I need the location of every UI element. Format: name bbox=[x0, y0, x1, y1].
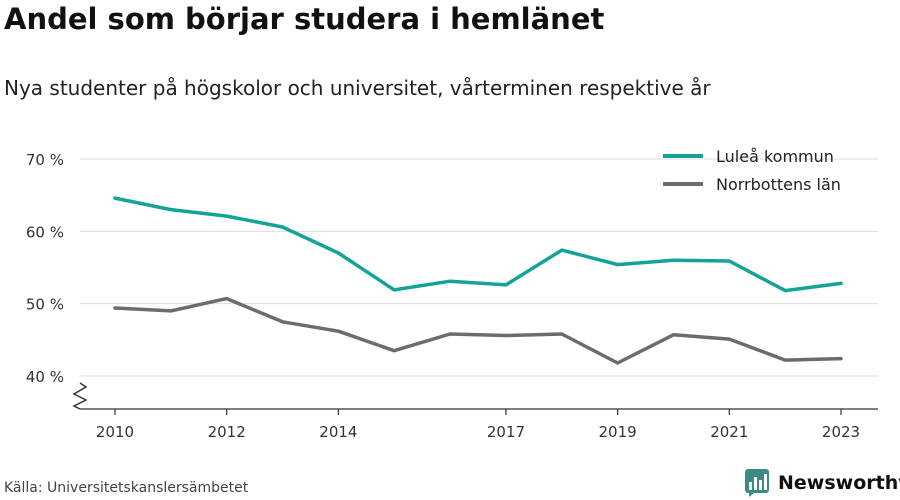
x-axis bbox=[72, 382, 878, 410]
data-point bbox=[113, 306, 117, 310]
source-note: Källa: Universitetskanslersämbetet bbox=[4, 480, 249, 496]
y-tick-label: 50 % bbox=[26, 296, 64, 314]
brand-logo[interactable]: Newsworthy bbox=[744, 468, 900, 498]
data-point bbox=[783, 358, 787, 362]
x-tick-label: 2019 bbox=[599, 423, 637, 441]
y-axis-labels: 40 % 50 % 60 % 70 % bbox=[26, 151, 64, 386]
data-point bbox=[616, 361, 620, 365]
data-point bbox=[727, 259, 731, 263]
data-point bbox=[727, 337, 731, 341]
data-point bbox=[504, 333, 508, 337]
data-point bbox=[560, 248, 564, 252]
data-point bbox=[839, 281, 843, 285]
data-point bbox=[783, 289, 787, 293]
data-point bbox=[839, 357, 843, 361]
data-point bbox=[448, 332, 452, 336]
data-point bbox=[392, 349, 396, 353]
brand-name: Newsworthy bbox=[778, 472, 900, 494]
x-tick-label: 2010 bbox=[96, 423, 134, 441]
x-tick-label: 2014 bbox=[319, 423, 357, 441]
y-tick-label: 60 % bbox=[26, 223, 64, 241]
data-point bbox=[169, 208, 173, 212]
data-point bbox=[616, 263, 620, 267]
series-line-2 bbox=[113, 296, 843, 365]
data-point bbox=[448, 279, 452, 283]
y-tick-label: 40 % bbox=[26, 368, 64, 386]
data-point bbox=[336, 251, 340, 255]
y-tick-label: 70 % bbox=[26, 151, 64, 169]
x-tick-label: 2021 bbox=[710, 423, 748, 441]
series-lines bbox=[113, 196, 843, 365]
x-tick-label: 2023 bbox=[822, 423, 860, 441]
data-point bbox=[113, 196, 117, 200]
gridlines bbox=[80, 158, 878, 377]
data-point bbox=[281, 225, 285, 229]
data-point bbox=[169, 309, 173, 313]
data-point bbox=[225, 297, 229, 301]
x-axis-ticks: 2010 2012 2014 2017 2019 2021 2023 bbox=[96, 409, 860, 441]
legend-label: Luleå kommun bbox=[716, 147, 834, 166]
data-point bbox=[671, 258, 675, 262]
x-tick-label: 2017 bbox=[487, 423, 525, 441]
newsworthy-logo-icon bbox=[745, 469, 769, 497]
line-chart: 40 % 50 % 60 % 70 % 2010 2012 2014 2017 2019 202… bbox=[26, 147, 878, 441]
data-point bbox=[560, 332, 564, 336]
x-tick-label: 2012 bbox=[208, 423, 246, 441]
chart-subtitle: Nya studenter på högskolor och universit… bbox=[4, 76, 711, 100]
data-point bbox=[671, 333, 675, 337]
data-point bbox=[281, 320, 285, 324]
data-point bbox=[336, 329, 340, 333]
data-point bbox=[504, 283, 508, 287]
y-axis-break-icon bbox=[72, 382, 88, 410]
legend-label: Norrbottens län bbox=[716, 175, 841, 194]
data-point bbox=[392, 288, 396, 292]
series-line-1 bbox=[113, 196, 843, 293]
data-point bbox=[225, 214, 229, 218]
legend: Luleå kommun Norrbottens län bbox=[663, 147, 841, 194]
chart-title: Andel som börjar studera i hemlänet bbox=[4, 2, 605, 36]
